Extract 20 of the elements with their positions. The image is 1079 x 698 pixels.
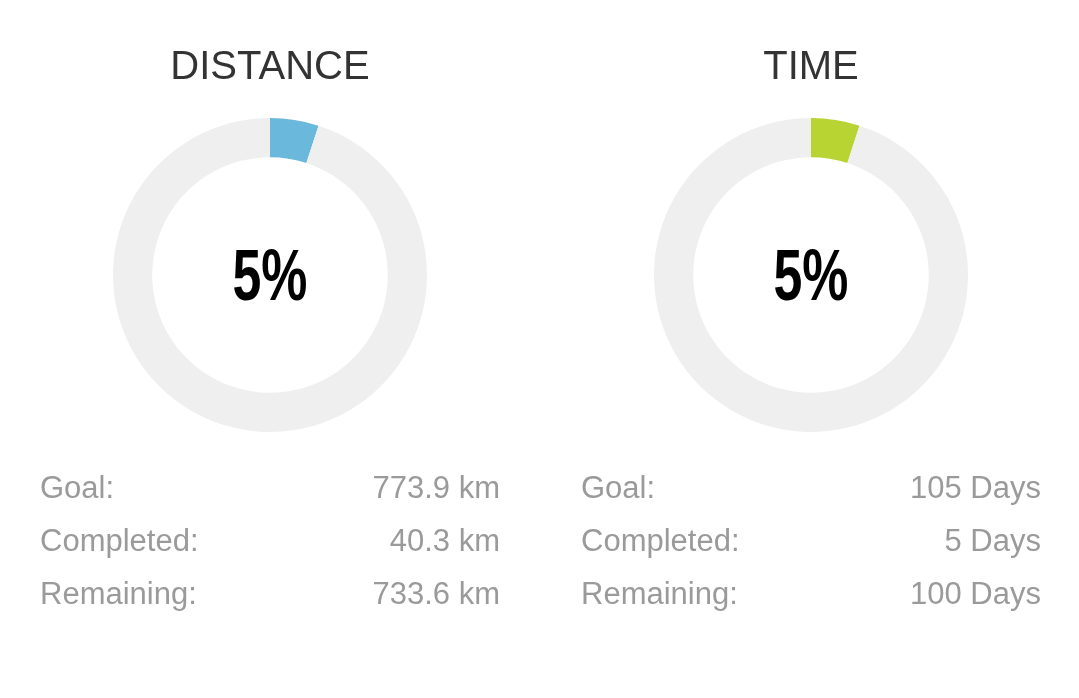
text: 40.3 km <box>389 522 500 558</box>
text: 773.9 km <box>372 469 500 505</box>
donut-slice <box>654 118 968 432</box>
text: Remaining: <box>581 575 738 611</box>
chart-title: DISTANCE <box>170 43 370 87</box>
text: Completed: <box>581 522 740 558</box>
donut-slice <box>270 118 319 164</box>
text: 100 Days <box>910 575 1041 611</box>
text: 105 Days <box>910 469 1041 505</box>
text: 5% <box>773 235 849 315</box>
chart-title: TIME <box>763 43 859 87</box>
text: Remaining: <box>40 575 197 611</box>
text: Goal: <box>581 469 656 505</box>
text: 5 Days <box>944 522 1041 558</box>
text: 5% <box>232 235 308 315</box>
text: 733.6 km <box>372 575 500 611</box>
text: Completed: <box>40 522 199 558</box>
text: Goal: <box>40 469 115 505</box>
donut-slice <box>113 118 427 432</box>
donut-slice <box>811 118 860 164</box>
